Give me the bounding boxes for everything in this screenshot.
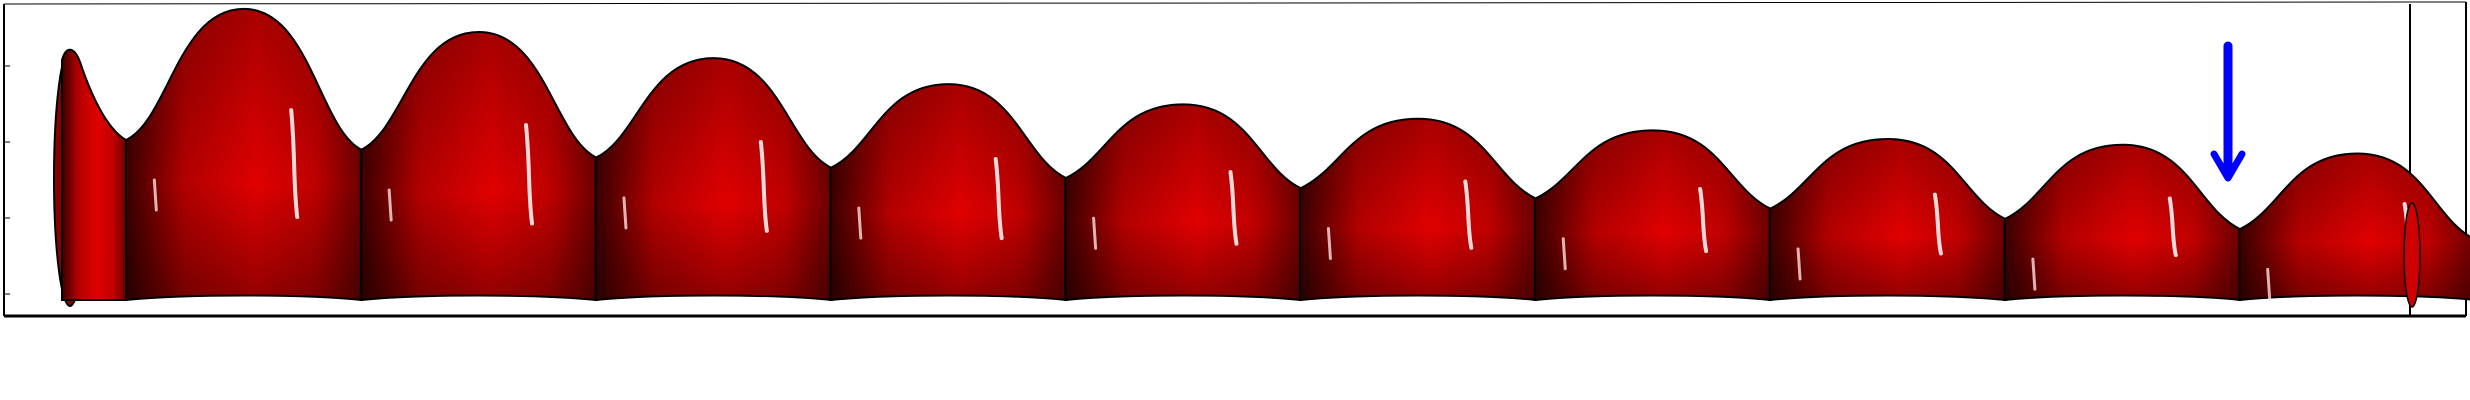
- down-arrow-icon: [2210, 41, 2246, 182]
- specular-highlight: [1463, 179, 1474, 250]
- specular-highlight: [152, 178, 158, 212]
- specular-highlight: [1326, 227, 1332, 260]
- specular-highlight: [2167, 196, 2178, 258]
- specular-highlight: [1228, 170, 1239, 246]
- specular-highlight: [622, 196, 628, 230]
- specular-highlight: [1698, 187, 1709, 254]
- tick-marks: [4, 65, 10, 295]
- red-surface: [53, 7, 2470, 308]
- bump-shading: [830, 84, 1067, 300]
- bump-shading: [1534, 130, 1771, 300]
- specular-highlight: [289, 108, 300, 220]
- surface-horn: [61, 48, 127, 301]
- bump-shading: [1065, 104, 1302, 300]
- bump-shading: [126, 8, 362, 300]
- bump-shading: [1769, 139, 2006, 300]
- bump-shading: [595, 58, 832, 300]
- specular-highlight: [1932, 192, 1943, 256]
- specular-highlight: [857, 206, 863, 240]
- bump-shading: [2004, 144, 2241, 300]
- specular-highlight: [2031, 257, 2037, 291]
- plot-frame: [3, 1, 2467, 318]
- specular-highlight: [524, 123, 535, 226]
- specular-highlight: [1561, 237, 1567, 271]
- bump-shading: [1300, 118, 1537, 300]
- bump-shading: [360, 32, 597, 301]
- specular-highlight: [1796, 247, 1802, 281]
- specular-highlight: [993, 156, 1004, 241]
- specular-highlight: [1092, 216, 1098, 250]
- bump-shading: [2239, 153, 2470, 300]
- right-end-cap: [2403, 202, 2421, 308]
- specular-highlight: [387, 188, 393, 222]
- specular-highlight: [2266, 267, 2272, 301]
- specular-highlight: [758, 140, 769, 233]
